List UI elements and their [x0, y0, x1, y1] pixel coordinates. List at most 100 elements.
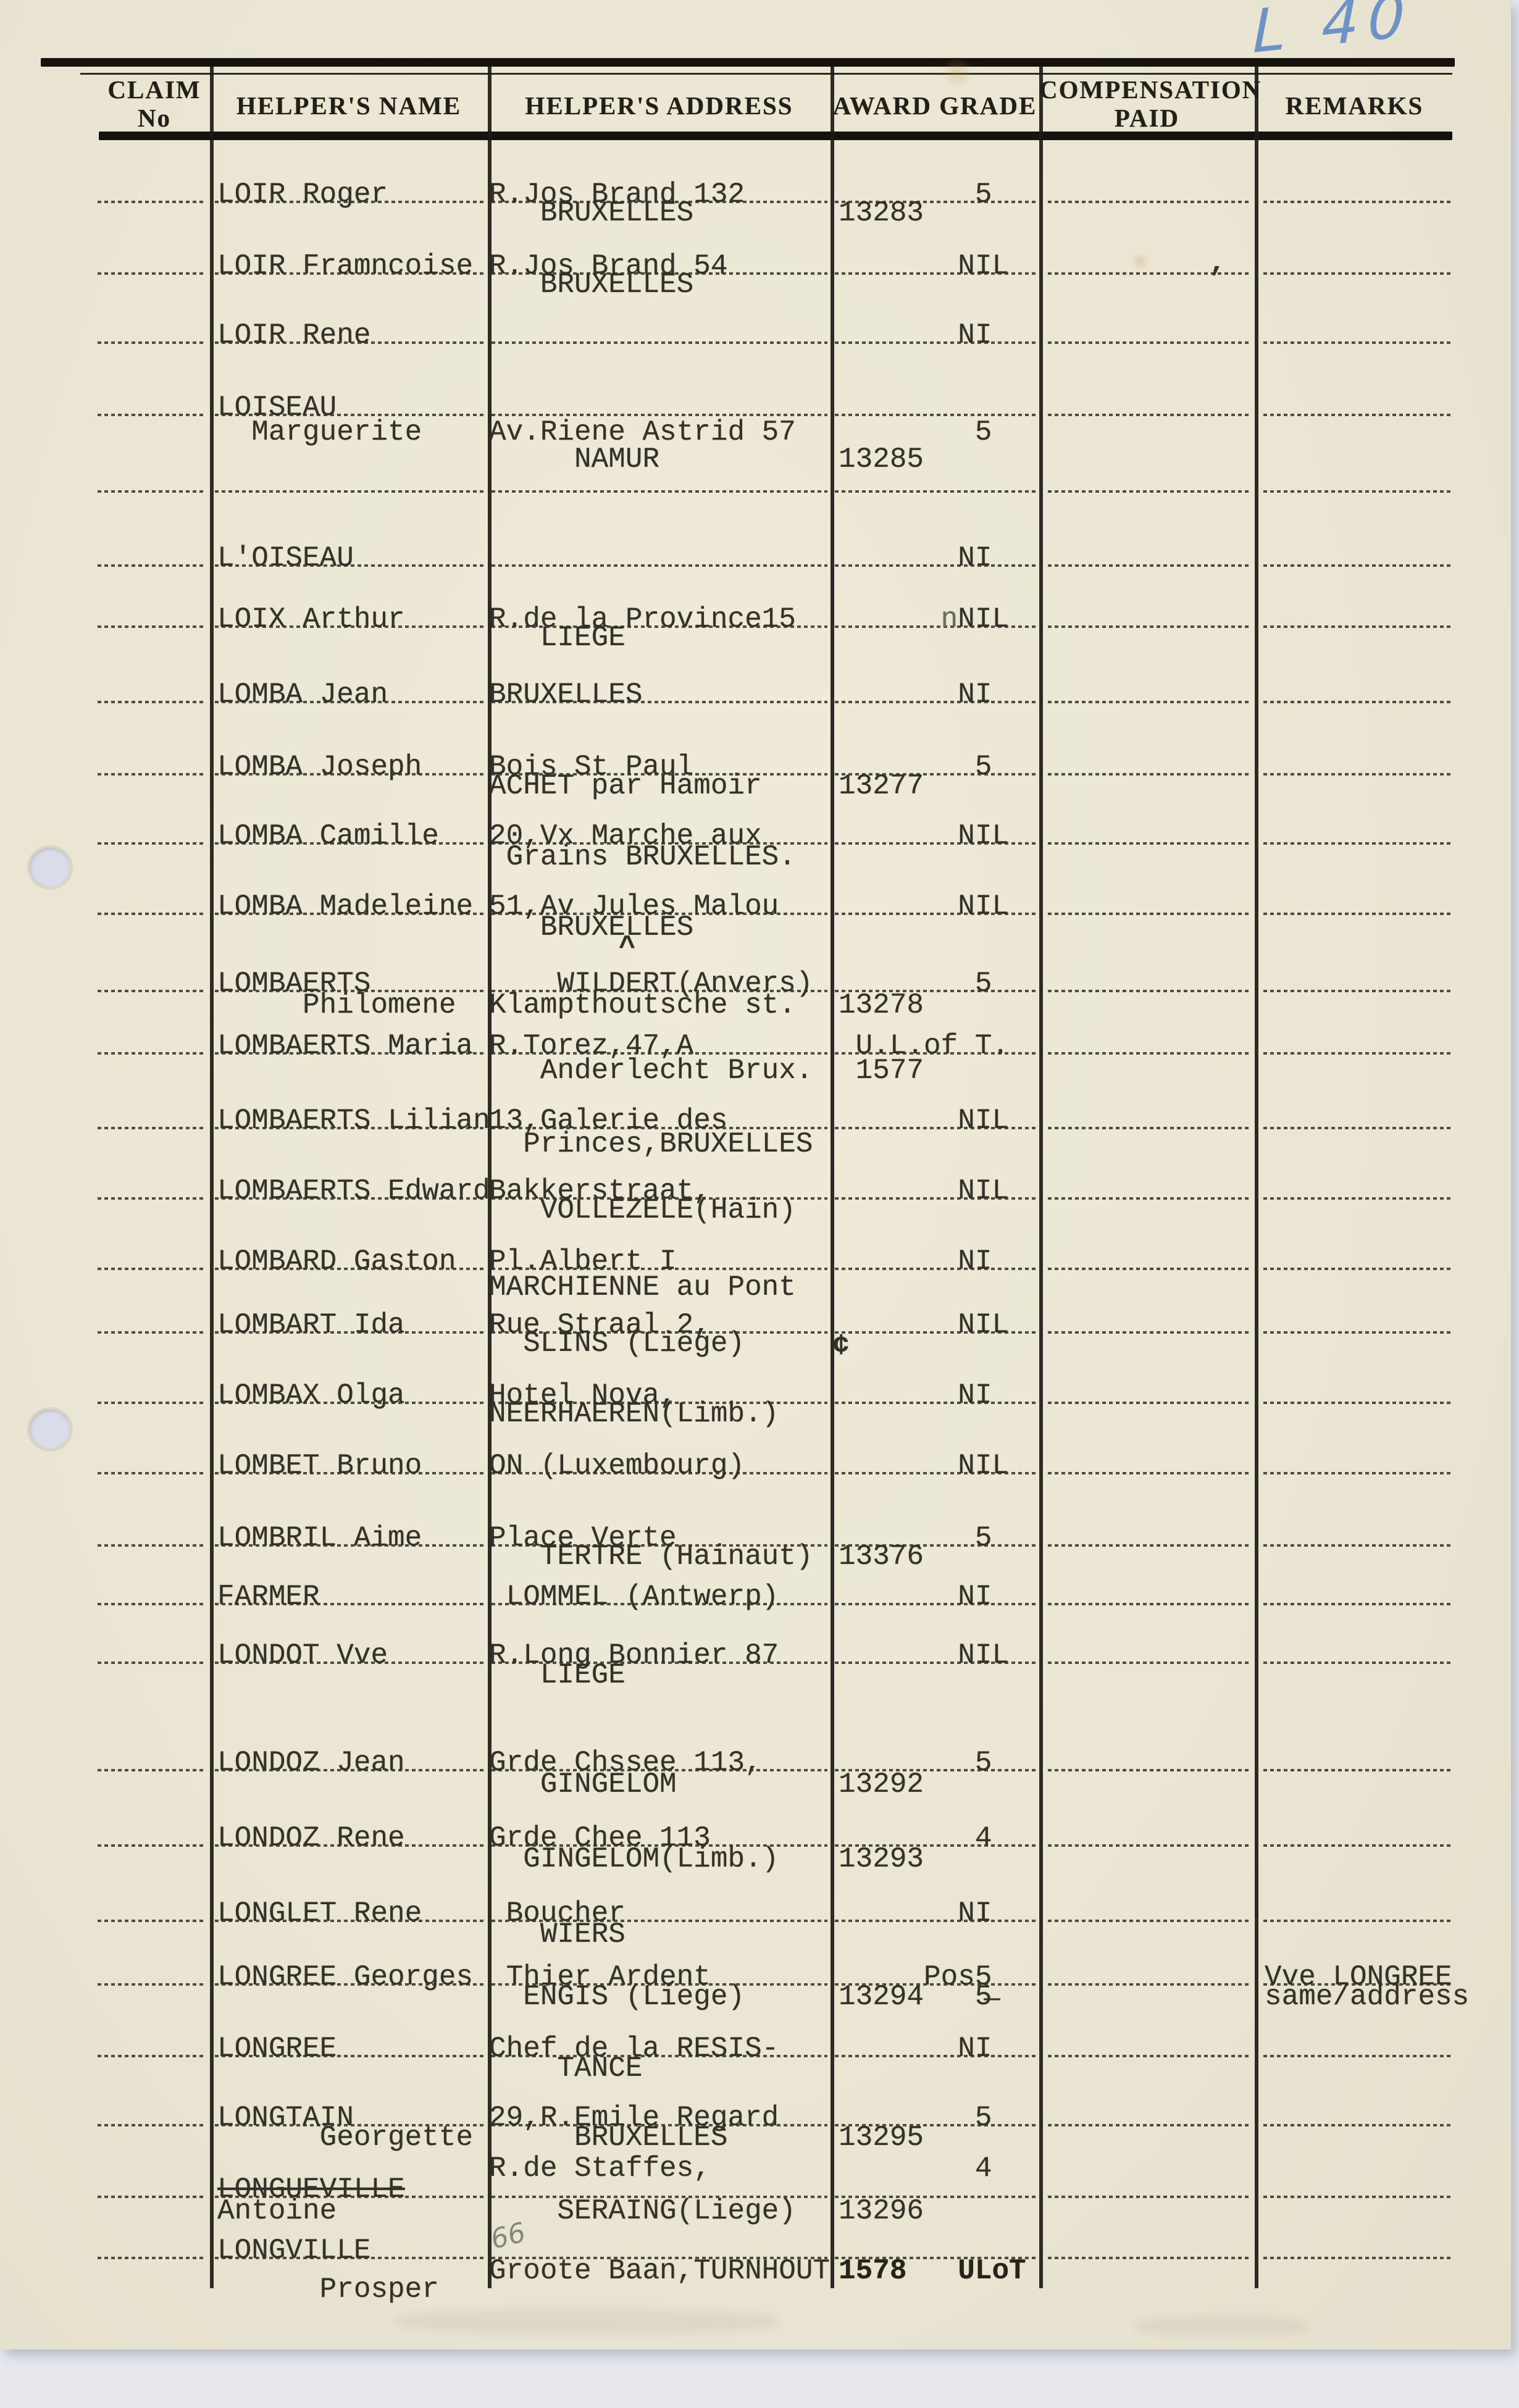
helper-address: NEERHAEREN(Limb.)	[489, 1398, 779, 1430]
dotted-rule	[1048, 1127, 1251, 1129]
dotted-rule	[492, 201, 827, 203]
dotted-rule	[1048, 1331, 1251, 1334]
dotted-rule	[98, 842, 205, 845]
dotted-rule	[492, 1983, 827, 1986]
dotted-rule	[1263, 773, 1451, 775]
column-divider	[488, 67, 492, 2288]
helper-address: R.Torez,47,A	[489, 1030, 694, 1062]
helper-address: MARCHIENNE au Pont	[489, 1271, 796, 1303]
award-grade: 1577	[839, 1055, 924, 1087]
dotted-rule	[1263, 414, 1451, 416]
dotted-rule	[492, 1603, 827, 1605]
dotted-rule	[492, 490, 827, 493]
award-grade: NIL	[839, 250, 1010, 282]
dotted-rule	[492, 1844, 827, 1847]
helper-name: LOIR Framncoise	[217, 250, 474, 282]
dotted-rule	[1048, 1920, 1251, 1922]
dotted-rule	[1263, 913, 1451, 915]
award-grade: NIL	[839, 1639, 1010, 1671]
helper-address: Place Verte	[489, 1522, 677, 1554]
helper-name: Prosper	[217, 2273, 439, 2306]
award-grade: NI	[839, 319, 992, 351]
helper-address: R.de la Province15	[489, 603, 796, 635]
helper-name: LOIR Roger	[217, 178, 388, 211]
helper-name: LOMBA Jean	[217, 679, 388, 711]
dotted-rule	[1048, 1769, 1251, 1771]
dotted-rule	[215, 842, 485, 845]
dotted-rule	[215, 1844, 485, 1847]
dotted-rule	[98, 1983, 205, 1986]
dotted-rule	[215, 1544, 485, 1547]
dotted-rule	[1048, 1268, 1251, 1270]
dotted-rule	[98, 490, 205, 493]
award-grade: NI	[839, 1245, 992, 1277]
award-grade: 5	[839, 968, 992, 1000]
award-grade: NIL	[839, 1309, 1010, 1341]
dotted-rule	[1263, 1472, 1451, 1474]
handwritten-page-label: L 40	[1252, 0, 1414, 67]
dotted-rule	[1048, 2257, 1251, 2259]
dotted-rule	[1048, 564, 1251, 567]
punch-hole	[30, 1410, 70, 1449]
helper-name: LONGREE Georges	[217, 1961, 474, 1993]
award-grade: 5	[839, 416, 992, 448]
dotted-rule	[1048, 1472, 1251, 1474]
dotted-rule	[1048, 341, 1251, 344]
helper-address: Boucher	[489, 1897, 626, 1929]
header-compensation-paid: COMPENSATION PAID	[1039, 75, 1260, 132]
award-grade: 13295	[839, 2122, 924, 2154]
dotted-rule	[1263, 1544, 1451, 1547]
award-grade: 13293	[839, 1843, 924, 1875]
dotted-rule	[98, 990, 205, 992]
dotted-rule	[215, 913, 485, 915]
helper-address: TERTRE (Hainaut)	[489, 1541, 813, 1573]
helper-address: VOLLEZELE(Hain)	[489, 1194, 796, 1226]
dotted-rule	[1048, 625, 1251, 628]
dotted-rule	[1048, 1603, 1251, 1605]
dotted-rule	[98, 1472, 205, 1474]
dotted-rule	[835, 272, 1036, 275]
dotted-rule	[1048, 1844, 1251, 1847]
award-grade: NIL	[839, 1105, 1010, 1137]
dotted-rule	[835, 842, 1036, 845]
dotted-rule	[1263, 990, 1451, 992]
award-grade: NIL	[839, 890, 1010, 922]
dotted-rule	[215, 1472, 485, 1474]
annotation-mark: ,	[1209, 247, 1226, 279]
dotted-rule	[1263, 272, 1451, 275]
dotted-rule	[1048, 1197, 1251, 1200]
dotted-rule	[215, 1127, 485, 1129]
helper-address: BRUXELLES	[489, 2122, 728, 2154]
dotted-rule	[835, 1402, 1036, 1404]
dotted-rule	[1263, 1603, 1451, 1605]
dotted-rule	[492, 1544, 827, 1547]
dotted-rule	[215, 2257, 485, 2259]
dotted-rule	[835, 1268, 1036, 1270]
dotted-rule	[98, 1662, 205, 1664]
column-divider	[1039, 67, 1043, 2288]
dotted-rule	[215, 2124, 485, 2126]
dotted-rule	[1263, 842, 1451, 845]
remark: Vve LONGREE	[1265, 1961, 1452, 1993]
dotted-rule	[1048, 490, 1251, 493]
dotted-rule	[492, 1127, 827, 1129]
helper-address: R.Jos Brand 54	[489, 250, 728, 282]
paper-smudge	[1136, 2317, 1309, 2335]
dotted-rule	[98, 773, 205, 775]
award-grade: 13292	[839, 1768, 924, 1800]
dotted-rule	[835, 1052, 1036, 1055]
dotted-rule	[98, 1544, 205, 1547]
helper-address: Av.Riene Astrid 57	[489, 416, 796, 448]
dotted-rule	[215, 272, 485, 275]
award-grade: 13283	[839, 197, 924, 229]
helper-address: Bois St Paul	[489, 751, 694, 783]
helper-address: Groote Baan,TURNHOUT	[489, 2255, 831, 2287]
helper-address: Klampthoutsche st.	[489, 989, 796, 1021]
column-divider	[831, 67, 834, 2288]
dotted-rule	[1263, 1127, 1451, 1129]
helper-address: LIEGE	[489, 622, 626, 654]
helper-address: Thier Ardent	[489, 1961, 711, 1993]
award-grade: 13278	[839, 989, 924, 1021]
dotted-rule	[215, 2196, 485, 2198]
dotted-rule	[835, 2055, 1036, 2057]
